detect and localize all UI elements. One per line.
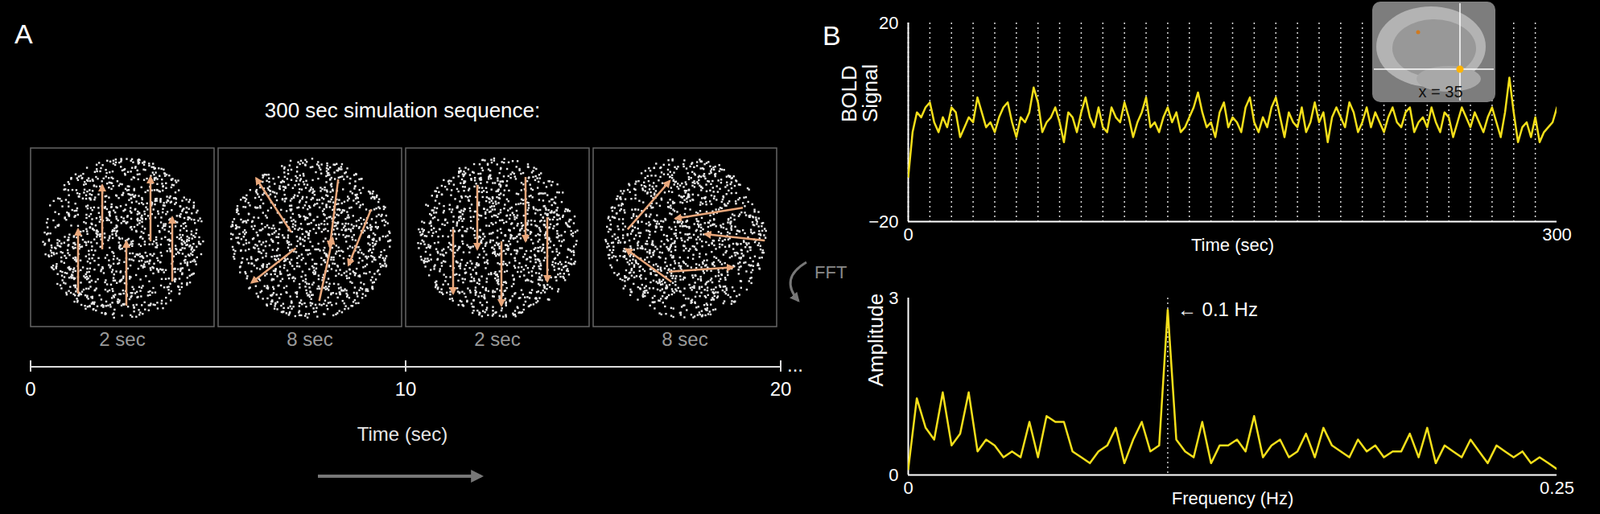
svg-text:0: 0 — [903, 478, 913, 499]
svg-text:Frequency (Hz): Frequency (Hz) — [1171, 488, 1295, 509]
svg-text:x = 35: x = 35 — [1418, 82, 1463, 101]
svg-text:A: A — [14, 18, 33, 50]
svg-text:← 0.1 Hz: ← 0.1 Hz — [1177, 298, 1258, 321]
svg-text:Time (sec): Time (sec) — [1191, 235, 1275, 256]
svg-text:3: 3 — [888, 288, 899, 309]
svg-text:8 sec: 8 sec — [286, 328, 333, 351]
svg-text:8 sec: 8 sec — [661, 328, 708, 351]
svg-text:20: 20 — [770, 378, 792, 400]
svg-text:300 sec simulation sequence:: 300 sec simulation sequence: — [264, 98, 541, 123]
svg-text:0.25: 0.25 — [1539, 478, 1575, 499]
svg-text:Amplitude: Amplitude — [863, 293, 888, 388]
svg-text:20: 20 — [878, 12, 899, 33]
svg-text:2 sec: 2 sec — [98, 328, 145, 351]
svg-text:300: 300 — [1542, 224, 1572, 245]
svg-text:FFT: FFT — [814, 262, 847, 283]
svg-text:BOLDSignal: BOLDSignal — [837, 64, 883, 123]
svg-text:0: 0 — [24, 378, 36, 400]
svg-text:0: 0 — [888, 465, 899, 486]
svg-text:2 sec: 2 sec — [474, 328, 520, 351]
svg-text:−20: −20 — [868, 211, 899, 232]
svg-text:B: B — [822, 20, 842, 51]
svg-text:10: 10 — [395, 378, 417, 400]
svg-text:...: ... — [787, 354, 804, 376]
svg-text:Time (sec): Time (sec) — [357, 423, 448, 446]
svg-text:0: 0 — [903, 224, 913, 245]
